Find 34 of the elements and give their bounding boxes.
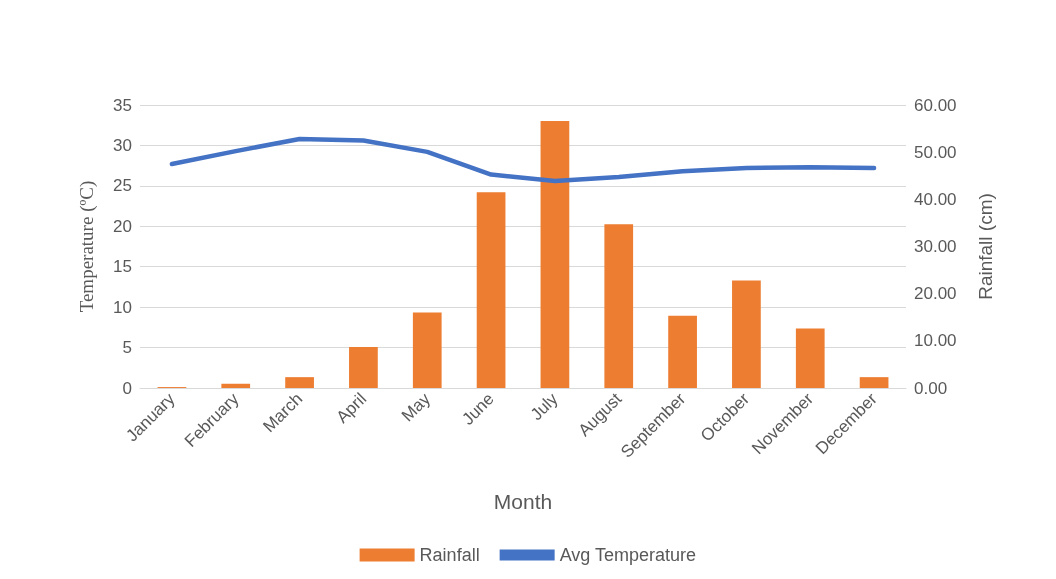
y-tick-label: 20	[113, 216, 132, 236]
bar	[476, 192, 506, 388]
y2-tick-label: 0.00	[914, 378, 948, 398]
y2-tick-label: 20.00	[914, 284, 957, 304]
y-tick-label: 35	[113, 95, 132, 115]
bar	[412, 312, 442, 388]
bar	[795, 328, 825, 388]
bar	[732, 280, 761, 388]
bar	[668, 315, 697, 388]
y-tick-label: 5	[122, 338, 132, 358]
y2-tick-label: 50.00	[914, 142, 957, 162]
bar	[349, 346, 378, 388]
y-tick-label: 30	[113, 135, 132, 155]
line-series	[169, 136, 877, 184]
y-tick-label: 10	[113, 297, 132, 317]
bar	[604, 224, 634, 388]
y2-tick-label: 10.00	[914, 331, 957, 351]
bar	[859, 377, 889, 388]
bar	[285, 377, 314, 388]
y2-tick-label: 60.00	[914, 95, 957, 115]
y2-tick-label: 40.00	[914, 189, 957, 209]
bar	[540, 121, 570, 388]
y-tick-label: 15	[113, 257, 132, 277]
x-axis-title: Month	[493, 490, 553, 513]
y-tick-label: 25	[113, 176, 132, 196]
y2-axis-title: Rainfall (cm)	[975, 193, 996, 300]
bar	[221, 383, 251, 388]
y-tick-label: 0	[122, 378, 132, 398]
y-axis-title: Temperature (ºC)	[76, 180, 98, 313]
legend-label: Avg Temperature	[559, 545, 697, 565]
legend-label: Rainfall	[419, 545, 480, 565]
y2-tick-label: 30.00	[914, 237, 957, 256]
x-tick-label: July	[526, 388, 562, 425]
x-tick-label: May	[397, 388, 435, 426]
